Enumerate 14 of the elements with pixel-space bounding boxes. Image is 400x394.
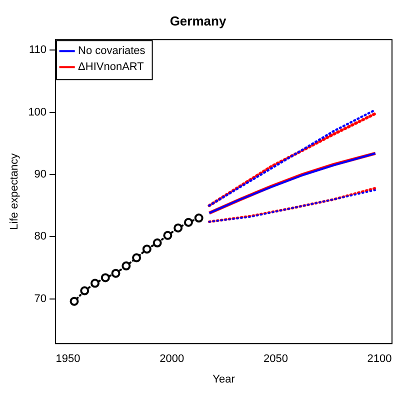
y-axis-title: Life expectancy [8, 152, 21, 230]
x-tick-label: 1950 [56, 353, 80, 366]
legend-label: No covariates [78, 45, 146, 58]
legend-label: ΔHIVnonART [78, 61, 144, 74]
x-tick-label: 2050 [263, 353, 288, 366]
y-tick-label: 110 [29, 44, 47, 56]
x-tick-label: 2100 [367, 353, 392, 366]
y-tick-label: 90 [34, 168, 47, 181]
chart-title: Germany [170, 13, 227, 28]
y-tick-label: 80 [34, 230, 47, 243]
x-tick-label: 2000 [160, 353, 184, 366]
y-tick-label: 70 [34, 292, 47, 305]
y-tick-label: 100 [28, 106, 47, 118]
x-axis-title: Year [212, 373, 236, 386]
